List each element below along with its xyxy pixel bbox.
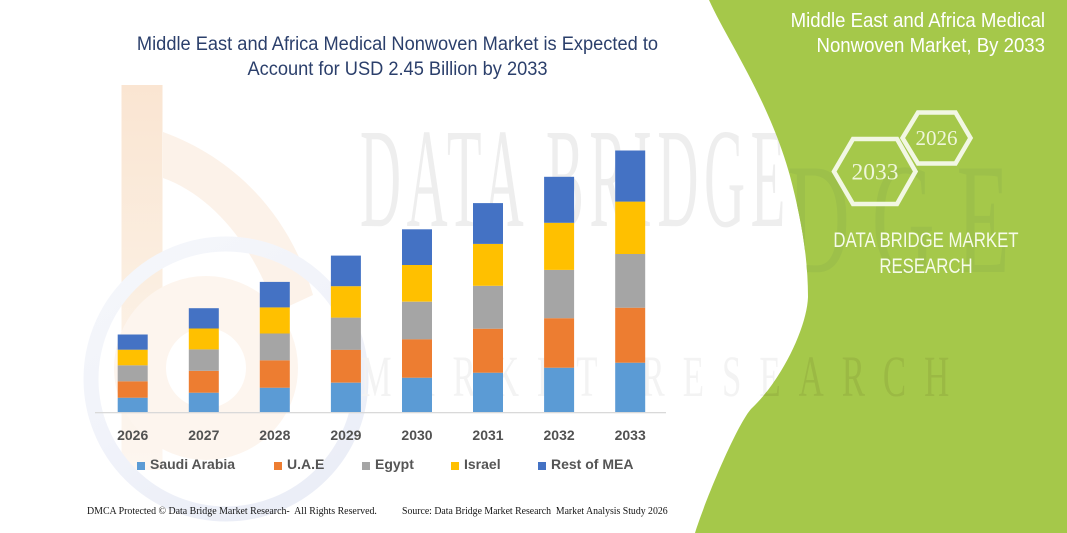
- svg-text:2026: 2026: [916, 126, 958, 150]
- svg-text:2033: 2033: [852, 160, 899, 186]
- svg-text:DGE: DGE: [787, 131, 1032, 307]
